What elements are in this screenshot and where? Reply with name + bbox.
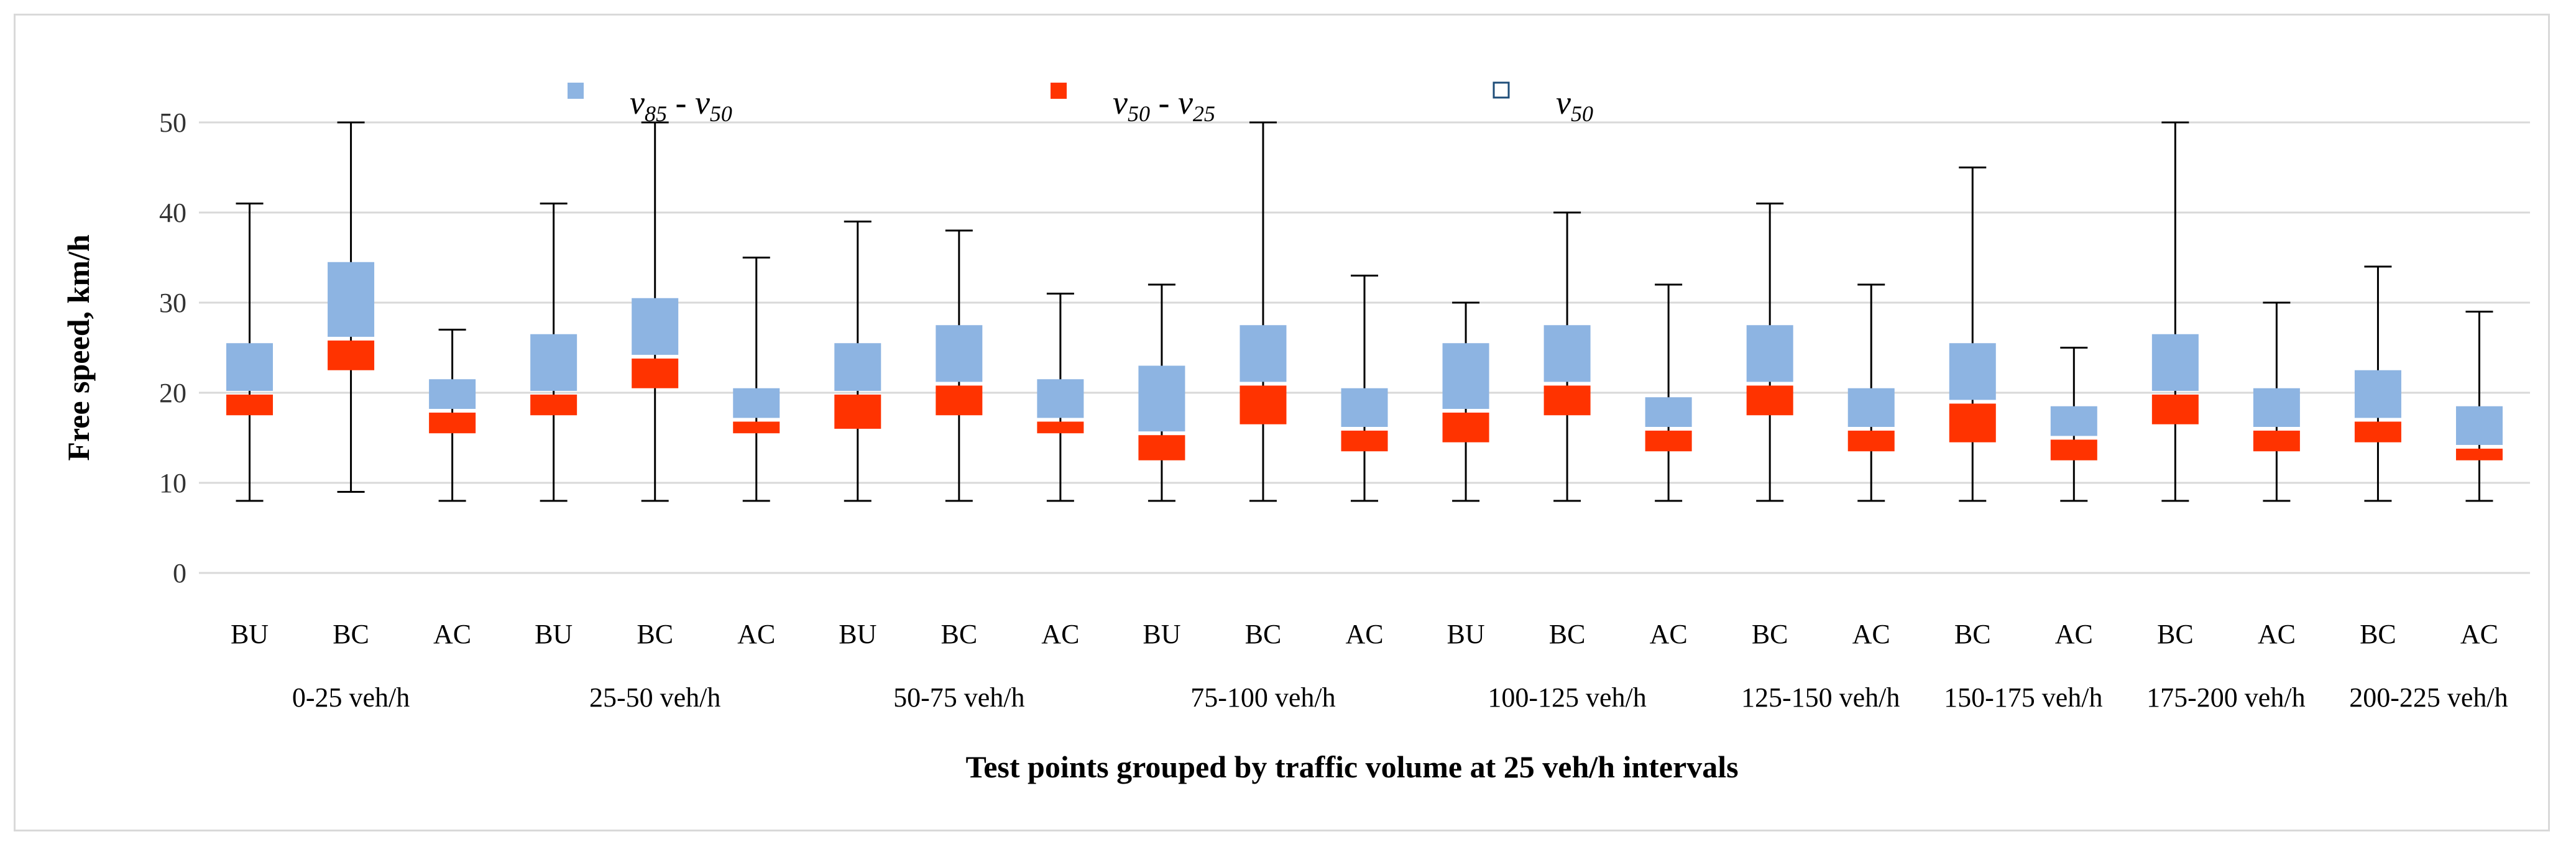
y-tick-label-0: 0 [173,558,186,588]
box-lower-g8-bc [2354,421,2401,442]
box-upper-g3-bc [1240,325,1287,382]
category-label-g0-ac: AC [433,619,471,649]
box-lower-g7-bc [2151,395,2199,424]
box-lower-g1-bc [632,359,679,388]
legend-entry-0: v85 - v50 [630,84,732,126]
category-label-g6-ac: AC [2055,619,2093,649]
group-label-1: 25-50 veh/h [589,682,720,713]
y-tick-label-2: 20 [159,378,186,408]
category-label-g2-bc: BC [941,619,977,649]
box-lower-g3-bu [1138,435,1185,460]
box-lower-g3-bc [1240,385,1287,424]
legend-swatch-1 [1051,83,1067,99]
legend-swatch-0 [568,83,584,99]
box-lower-g4-bc [1543,385,1591,416]
box-upper-g0-bc [328,262,375,337]
category-label-g0-bc: BC [333,619,369,649]
box-upper-g7-bc [2151,334,2199,391]
category-label-g2-bu: BU [839,619,876,649]
legend-entry-1: v50 - v25 [1113,84,1215,126]
box-lower-g0-bu [226,395,274,416]
box-upper-g5-bc [1746,325,1793,382]
y-tick-label-5: 50 [159,108,186,138]
group-label-6: 150-175 veh/h [1944,682,2102,713]
category-label-g1-bc: BC [637,619,673,649]
legend-entry-2: v50 [1556,84,1593,126]
category-label-g4-ac: AC [1650,619,1688,649]
category-label-g4-bc: BC [1549,619,1586,649]
box-plot-chart: 0 10 20 30 40 50 BU BC AC BU BC AC BU BC AC BU BC AC BU BC A… [61,81,2530,784]
box-upper-g6-ac [2050,406,2097,436]
box-upper-g4-ac [1645,397,1692,427]
group-label-3: 75-100 veh/h [1190,682,1335,713]
box-upper-g5-ac [1847,388,1895,427]
box-lower-g4-ac [1645,431,1692,452]
category-label-g0-bu: BU [231,619,269,649]
box-upper-g7-ac [2253,388,2300,427]
y-tick-label-4: 40 [159,198,186,228]
category-label-g1-bu: BU [535,619,573,649]
chart-frame: 0 10 20 30 40 50 BU BC AC BU BC AC BU BC AC BU BC AC BU BC A… [14,14,2550,831]
category-label-g8-ac: AC [2460,619,2498,649]
category-label-g3-ac: AC [1345,619,1383,649]
box-upper-g4-bc [1543,325,1591,382]
box-lower-g2-bc [936,385,983,416]
box-upper-g8-bc [2354,370,2401,418]
box-lower-g5-bc [1746,385,1793,416]
box-upper-g6-bc [1949,343,1996,400]
category-label-g7-ac: AC [2258,619,2296,649]
box-upper-g1-bu [530,334,577,391]
y-tick-label-3: 30 [159,288,186,318]
box-upper-g2-bu [834,343,881,391]
legend-swatch-2 [1493,81,1510,99]
group-label-0: 0-25 veh/h [292,682,410,713]
box-upper-g1-bc [632,298,679,355]
category-label-g2-ac: AC [1041,619,1079,649]
box-lower-g2-bu [834,395,881,429]
box-lower-g8-ac [2455,449,2503,460]
category-label-g3-bc: BC [1245,619,1282,649]
category-label-g1-ac: AC [737,619,775,649]
box-lower-g1-bu [530,395,577,416]
box-upper-g0-bu [226,343,274,391]
category-label-g6-bc: BC [1954,619,1991,649]
box-lower-g3-ac [1341,431,1388,452]
group-label-8: 200-225 veh/h [2349,682,2508,713]
box-lower-g4-bu [1442,413,1489,442]
box-upper-g0-ac [429,379,476,409]
category-label-g3-bu: BU [1143,619,1180,649]
box-upper-g3-ac [1341,388,1388,427]
box-upper-g3-bu [1138,365,1185,432]
y-axis-title: Free speed, km/h [61,234,96,461]
category-label-g4-bu: BU [1447,619,1484,649]
box-lower-g0-bc [328,341,375,370]
box-lower-g5-ac [1847,431,1895,452]
category-label-g8-bc: BC [2360,619,2396,649]
box-upper-g2-ac [1037,379,1084,418]
box-lower-g0-ac [429,413,476,434]
box-lower-g6-bc [1949,403,1996,442]
y-tick-label-1: 10 [159,468,186,498]
box-lower-g1-ac [733,421,780,434]
group-label-5: 125-150 veh/h [1741,682,1900,713]
box-upper-g8-ac [2455,406,2503,445]
x-axis-title: Test points grouped by traffic volume at… [965,749,1738,784]
category-label-g5-ac: AC [1852,619,1890,649]
group-label-2: 50-75 veh/h [893,682,1024,713]
category-label-g5-bc: BC [1752,619,1788,649]
group-label-4: 100-125 veh/h [1488,682,1646,713]
group-label-7: 175-200 veh/h [2146,682,2305,713]
category-label-g7-bc: BC [2157,619,2194,649]
box-lower-g7-ac [2253,431,2300,452]
box-upper-g2-bc [936,325,983,382]
box-lower-g6-ac [2050,439,2097,460]
box-upper-g1-ac [733,388,780,418]
box-lower-g2-ac [1037,421,1084,434]
box-upper-g4-bu [1442,343,1489,409]
